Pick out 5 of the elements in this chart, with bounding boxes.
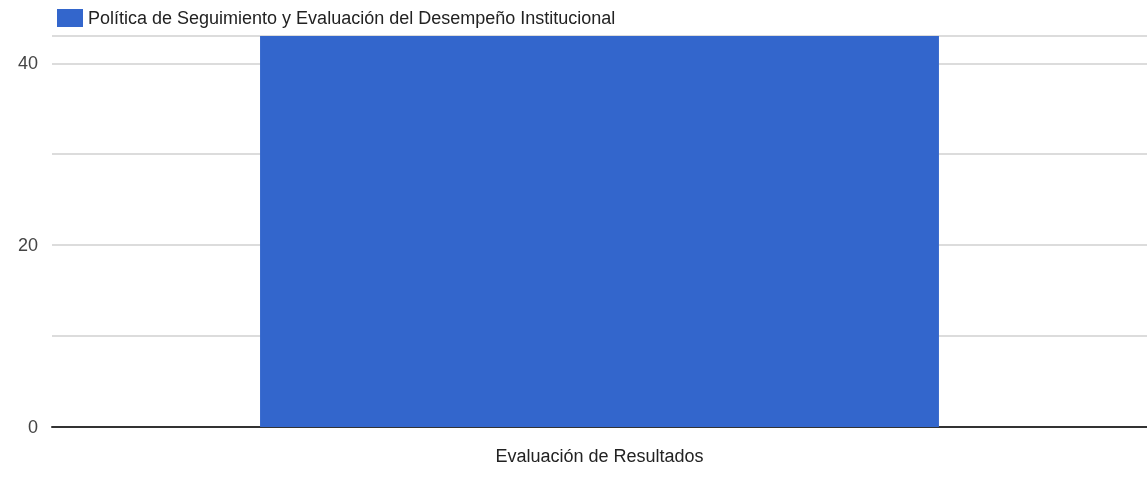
y-tick-label: 20 [17, 235, 38, 256]
y-tick-label: 40 [17, 53, 38, 74]
legend-label: Política de Seguimiento y Evaluación del Desempeño Institucional [88, 8, 616, 28]
x-tick-label: Evaluación de Resultados [495, 446, 704, 466]
y-tick-label: 0 [27, 417, 38, 437]
